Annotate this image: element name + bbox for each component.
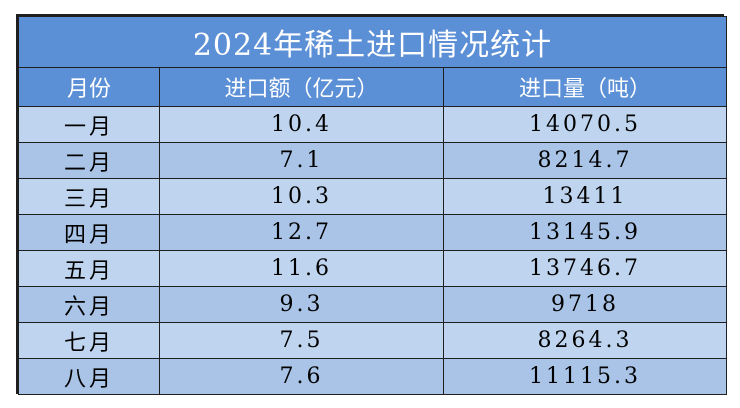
month-cell: 二月 bbox=[18, 142, 160, 179]
import-volume-cell: 13145.9 bbox=[442, 214, 728, 251]
import-amount-cell: 10.3 bbox=[159, 178, 444, 215]
import-volume-cell: 9718 bbox=[442, 286, 728, 323]
table-row: 六月 9.3 9718 bbox=[18, 286, 728, 323]
column-header-import-volume: 进口量（吨） bbox=[442, 67, 728, 107]
month-cell: 六月 bbox=[18, 286, 160, 323]
table-row: 七月 7.5 8264.3 bbox=[18, 322, 728, 359]
column-header-month: 月份 bbox=[18, 67, 160, 107]
rare-earth-import-table-container: 2024年稀土进口情况统计 月份 进口额（亿元） 进口量（吨） 一月 10.4 … bbox=[16, 14, 728, 395]
import-amount-cell: 12.7 bbox=[159, 214, 444, 251]
import-volume-cell: 8214.7 bbox=[442, 142, 728, 179]
import-volume-cell: 14070.5 bbox=[442, 106, 728, 143]
month-cell: 七月 bbox=[18, 322, 160, 359]
import-amount-cell: 11.6 bbox=[159, 250, 444, 287]
import-amount-cell: 7.1 bbox=[159, 142, 444, 179]
import-volume-cell: 13746.7 bbox=[442, 250, 728, 287]
table-row: 一月 10.4 14070.5 bbox=[18, 106, 728, 143]
import-volume-cell: 13411 bbox=[442, 178, 728, 215]
column-header-import-amount: 进口额（亿元） bbox=[159, 67, 444, 107]
table-row: 五月 11.6 13746.7 bbox=[18, 250, 728, 287]
import-volume-cell: 8264.3 bbox=[442, 322, 728, 359]
month-cell: 三月 bbox=[18, 178, 160, 215]
table-row: 八月 7.6 11115.3 bbox=[18, 358, 728, 395]
table-row: 四月 12.7 13145.9 bbox=[18, 214, 728, 251]
import-amount-cell: 10.4 bbox=[159, 106, 444, 143]
import-amount-cell: 7.5 bbox=[159, 322, 444, 359]
import-amount-cell: 7.6 bbox=[159, 358, 444, 395]
month-cell: 五月 bbox=[18, 250, 160, 287]
import-volume-cell: 11115.3 bbox=[442, 358, 728, 395]
header-row: 月份 进口额（亿元） 进口量（吨） bbox=[18, 67, 728, 107]
rare-earth-import-table: 2024年稀土进口情况统计 月份 进口额（亿元） 进口量（吨） 一月 10.4 … bbox=[17, 16, 728, 395]
import-amount-cell: 9.3 bbox=[159, 286, 444, 323]
month-cell: 一月 bbox=[18, 106, 160, 143]
table-row: 二月 7.1 8214.7 bbox=[18, 142, 728, 179]
table-row: 三月 10.3 13411 bbox=[18, 178, 728, 215]
table-title: 2024年稀土进口情况统计 bbox=[17, 16, 728, 68]
month-cell: 八月 bbox=[18, 358, 160, 395]
title-row: 2024年稀土进口情况统计 bbox=[17, 16, 728, 68]
month-cell: 四月 bbox=[18, 214, 160, 251]
